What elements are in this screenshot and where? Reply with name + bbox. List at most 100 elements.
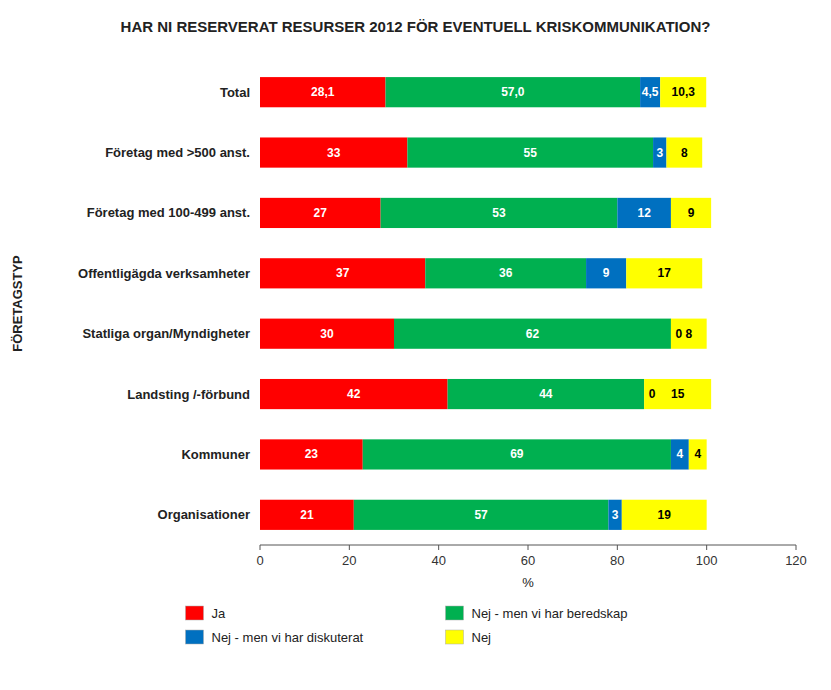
- bar-segment: [260, 319, 394, 349]
- x-axis-label: %: [522, 575, 534, 590]
- bar-segment: [622, 500, 707, 530]
- data-label: 57: [474, 508, 488, 522]
- y-axis: Organisationer Kommuner Landsting /-förbun…: [78, 85, 250, 523]
- data-label: 36: [499, 266, 513, 280]
- bar-segment: [394, 319, 671, 349]
- legend-swatch: [186, 606, 204, 620]
- bar-segment: [425, 258, 586, 288]
- data-label: 30: [320, 327, 334, 341]
- x-tick: [617, 545, 618, 550]
- x-axis-line: [260, 545, 796, 546]
- category-label: Företag med 100-499 anst.: [87, 205, 250, 220]
- data-label: 57,0: [501, 85, 525, 99]
- bars: [260, 77, 711, 530]
- legend: Ja Nej - men vi har beredskap Nej - men vi…: [186, 606, 628, 645]
- data-label: 4,5: [642, 85, 659, 99]
- data-label: 4: [694, 447, 701, 461]
- category-label: Kommuner: [181, 447, 250, 462]
- data-label: 69: [510, 447, 524, 461]
- category-label: Statliga organ/Myndigheter: [82, 326, 250, 341]
- bar-segment: [260, 258, 425, 288]
- data-label: 62: [526, 327, 540, 341]
- legend-label: Ja: [212, 606, 227, 621]
- bar-segment: [381, 198, 618, 228]
- category-label: Offentligägda verksamheter: [78, 266, 250, 281]
- data-label: 19: [658, 508, 672, 522]
- data-label: 9: [603, 266, 610, 280]
- x-tick: [706, 545, 707, 550]
- bar-segment: [354, 500, 609, 530]
- bar-segment: [653, 137, 666, 167]
- data-label: 3: [656, 146, 663, 160]
- data-label: 21: [300, 508, 314, 522]
- bar-segment: [448, 379, 645, 409]
- bar-segment: [671, 439, 689, 469]
- y-axis-label: FÖRETAGSTYP: [10, 255, 25, 352]
- x-tick-label: 80: [610, 553, 624, 568]
- bar-segment: [671, 198, 711, 228]
- x-tick: [796, 545, 797, 550]
- x-tick-label: 60: [521, 553, 535, 568]
- data-label: 23: [305, 447, 319, 461]
- bar-segment: [260, 439, 363, 469]
- bar-segment: [671, 319, 707, 349]
- x-tick-label: 40: [431, 553, 445, 568]
- legend-label: Nej - men vi har diskuterat: [212, 630, 364, 645]
- bar-segment: [386, 77, 641, 107]
- bar-segment: [363, 439, 671, 469]
- data-label: 12: [637, 206, 651, 220]
- data-label: 27: [314, 206, 328, 220]
- category-label: Företag med >500 anst.: [105, 145, 250, 160]
- data-label: 10,3: [672, 85, 696, 99]
- x-tick-label: 0: [256, 553, 263, 568]
- bar-segment: [640, 77, 660, 107]
- bar-segment: [260, 379, 448, 409]
- x-tick: [349, 545, 350, 550]
- category-label: Total: [220, 85, 250, 100]
- data-label: 28,1: [311, 85, 335, 99]
- x-tick-label: 120: [785, 553, 807, 568]
- data-label: 17: [658, 266, 672, 280]
- data-label: 55: [524, 146, 538, 160]
- chart: HAR NI RESERVERAT RESURSER 2012 FÖR EVEN…: [0, 0, 831, 690]
- legend-swatch: [446, 606, 464, 620]
- bar-segment: [260, 137, 407, 167]
- bar-segment: [260, 500, 354, 530]
- x-tick: [260, 545, 261, 550]
- data-label: 9: [688, 206, 695, 220]
- data-labels: 2123423037273328,15769446236535557,03400…: [300, 85, 701, 522]
- data-label: 0: [676, 327, 683, 341]
- legend-label: Nej - men vi har beredskap: [472, 606, 628, 621]
- legend-swatch: [186, 630, 204, 644]
- data-label: 33: [327, 146, 341, 160]
- legend-label: Nej: [472, 630, 492, 645]
- data-label: 44: [539, 387, 553, 401]
- category-label: Landsting /-förbund: [127, 387, 250, 402]
- title: HAR NI RESERVERAT RESURSER 2012 FÖR EVEN…: [121, 18, 711, 35]
- x-tick: [438, 545, 439, 550]
- bar-segment: [660, 77, 706, 107]
- bar-segment: [407, 137, 653, 167]
- bar-segment: [626, 258, 702, 288]
- bar-segment: [644, 379, 711, 409]
- data-label: 3: [612, 508, 619, 522]
- bar-segment: [260, 198, 381, 228]
- x-tick: [528, 545, 529, 550]
- bar-segment: [586, 258, 626, 288]
- x-axis: 0 20 40 60 80 100 120: [256, 545, 806, 568]
- data-label: 0: [649, 387, 656, 401]
- bar-segment: [617, 198, 671, 228]
- data-label: 42: [347, 387, 361, 401]
- x-tick-label: 100: [696, 553, 718, 568]
- bar-segment: [260, 77, 386, 107]
- data-label: 4: [677, 447, 684, 461]
- x-tick-label: 20: [342, 553, 356, 568]
- legend-swatch: [446, 630, 464, 644]
- data-label: 8: [681, 146, 688, 160]
- data-label: 15: [671, 387, 685, 401]
- data-label: 53: [492, 206, 506, 220]
- category-label: Organisationer: [158, 507, 250, 522]
- bar-segment: [689, 439, 707, 469]
- bar-segment: [608, 500, 621, 530]
- bar-segment: [666, 137, 702, 167]
